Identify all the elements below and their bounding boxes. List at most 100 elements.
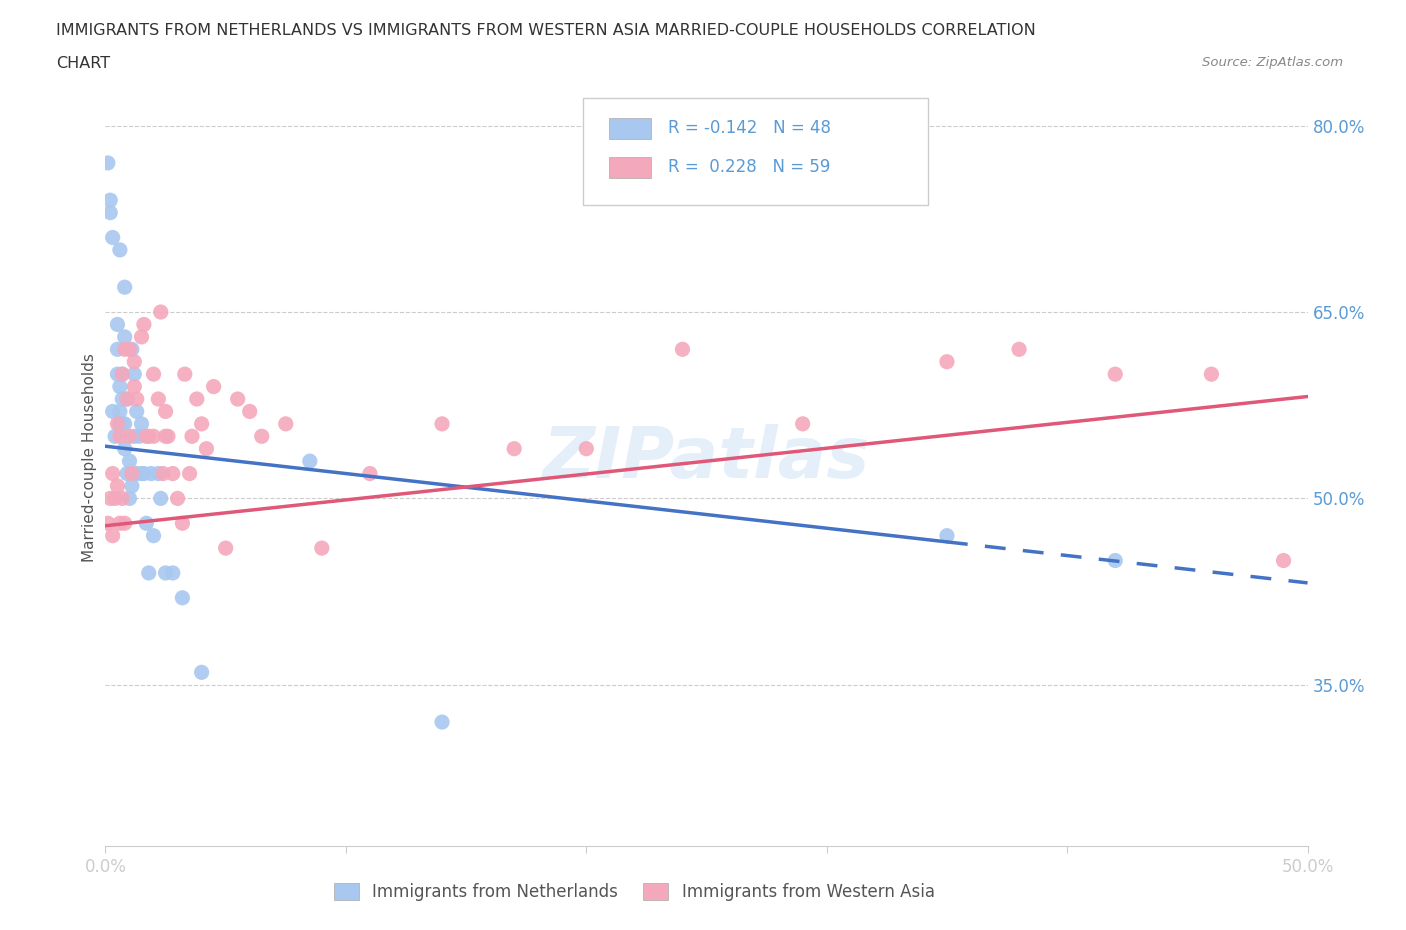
Point: [118, 491, 141, 506]
Text: CHART: CHART: [56, 56, 110, 71]
Point: [125, 404, 148, 418]
Point: [172, 516, 194, 531]
Point: [124, 354, 146, 369]
Point: [166, 491, 188, 506]
Text: R =  0.228   N = 59: R = 0.228 N = 59: [668, 158, 830, 177]
Point: [121, 342, 143, 357]
Point: [108, 404, 131, 418]
Point: [108, 516, 131, 531]
Point: [114, 417, 136, 432]
Point: [172, 591, 194, 605]
Point: [936, 354, 959, 369]
Point: [250, 429, 273, 444]
Point: [108, 417, 131, 432]
Text: Source: ZipAtlas.com: Source: ZipAtlas.com: [1202, 56, 1343, 69]
Point: [104, 491, 127, 506]
Point: [155, 429, 177, 444]
Point: [214, 540, 236, 555]
Point: [97, 516, 120, 531]
Point: [239, 404, 262, 418]
Point: [115, 392, 138, 406]
Point: [155, 404, 177, 418]
Point: [430, 417, 453, 432]
Point: [104, 429, 127, 444]
Point: [162, 565, 184, 580]
Point: [107, 479, 129, 494]
Point: [118, 429, 141, 444]
Text: R = -0.142   N = 48: R = -0.142 N = 48: [668, 119, 831, 138]
Point: [114, 441, 136, 456]
Point: [298, 454, 321, 469]
Point: [125, 466, 148, 481]
Point: [108, 243, 131, 258]
Point: [142, 366, 165, 381]
Point: [936, 528, 959, 543]
Point: [1104, 366, 1126, 381]
Point: [152, 466, 174, 481]
Point: [503, 441, 526, 456]
Point: [114, 329, 136, 344]
Point: [149, 491, 172, 506]
Point: [575, 441, 598, 456]
Point: [107, 342, 129, 357]
Point: [108, 429, 131, 444]
Point: [118, 454, 141, 469]
Point: [98, 193, 121, 207]
Point: [792, 417, 814, 432]
Point: [142, 528, 165, 543]
Point: [111, 366, 134, 381]
Legend: Immigrants from Netherlands, Immigrants from Western Asia: Immigrants from Netherlands, Immigrants …: [328, 876, 942, 908]
Point: [101, 466, 124, 481]
Point: [132, 317, 155, 332]
Point: [190, 417, 212, 432]
Point: [131, 466, 153, 481]
Point: [114, 516, 136, 531]
Point: [124, 379, 146, 394]
Point: [138, 429, 160, 444]
Point: [148, 392, 170, 406]
Point: [162, 466, 184, 481]
Point: [156, 429, 179, 444]
Point: [226, 392, 249, 406]
Point: [124, 366, 146, 381]
Point: [186, 392, 208, 406]
Point: [107, 417, 129, 432]
Point: [274, 417, 297, 432]
Text: IMMIGRANTS FROM NETHERLANDS VS IMMIGRANTS FROM WESTERN ASIA MARRIED-COUPLE HOUSE: IMMIGRANTS FROM NETHERLANDS VS IMMIGRANT…: [56, 23, 1036, 38]
Point: [121, 479, 143, 494]
Point: [1008, 342, 1031, 357]
Point: [142, 429, 165, 444]
Point: [173, 366, 195, 381]
Point: [121, 466, 143, 481]
Point: [111, 392, 134, 406]
Point: [98, 491, 121, 506]
Point: [101, 230, 124, 245]
Point: [181, 429, 204, 444]
Point: [138, 565, 160, 580]
Point: [107, 366, 129, 381]
Point: [101, 528, 124, 543]
Point: [671, 342, 693, 357]
Point: [98, 206, 121, 220]
Point: [359, 466, 381, 481]
Text: ZIPatlas: ZIPatlas: [543, 423, 870, 493]
Point: [125, 392, 148, 406]
Point: [97, 155, 120, 170]
Point: [118, 342, 141, 357]
Point: [155, 565, 177, 580]
Point: [111, 366, 134, 381]
Point: [202, 379, 225, 394]
Point: [111, 417, 134, 432]
Point: [195, 441, 218, 456]
Point: [115, 466, 138, 481]
Point: [311, 540, 333, 555]
Point: [139, 466, 162, 481]
Point: [107, 317, 129, 332]
Point: [131, 417, 153, 432]
Point: [149, 305, 172, 320]
Point: [135, 516, 157, 531]
Point: [108, 379, 131, 394]
Point: [114, 342, 136, 357]
Point: [131, 329, 153, 344]
Point: [135, 429, 157, 444]
